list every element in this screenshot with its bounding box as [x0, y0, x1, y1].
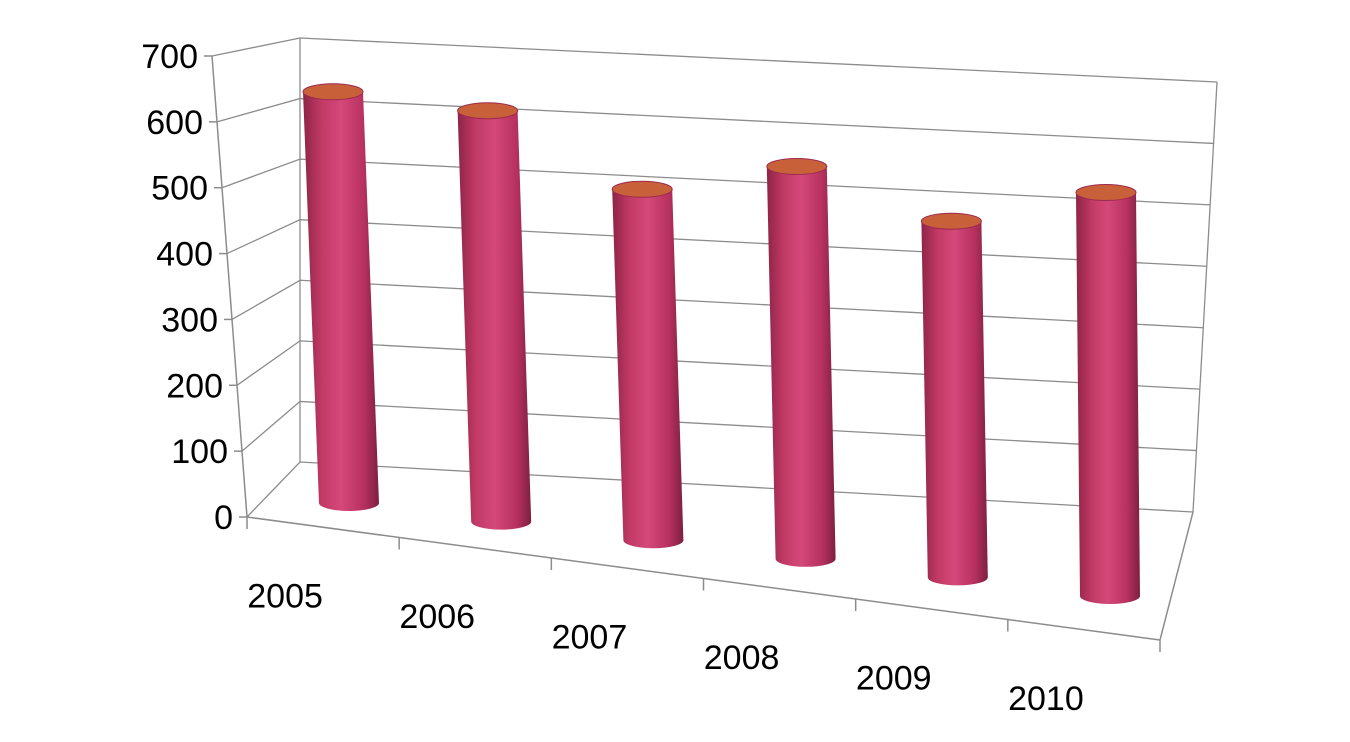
bar-body — [303, 91, 379, 512]
gridline — [211, 37, 1218, 83]
bar-top — [302, 83, 364, 101]
bar-body — [1076, 192, 1140, 604]
x-tick-label: 2007 — [552, 618, 628, 656]
y-tick-label: 100 — [171, 433, 228, 471]
y-tick-label: 500 — [151, 170, 208, 208]
y-axis-line — [211, 55, 248, 518]
y-tick-label: 400 — [156, 236, 213, 274]
gridline — [231, 279, 1204, 329]
axis-layer — [204, 55, 1194, 652]
y-tick-label: 700 — [141, 38, 198, 76]
bar-top — [920, 212, 982, 230]
bar-body — [921, 221, 988, 586]
bar-body — [612, 189, 684, 549]
gridline — [236, 340, 1200, 390]
bar-top — [1075, 184, 1137, 202]
x-tick-label: 2009 — [856, 659, 932, 697]
gridline — [221, 158, 1211, 206]
bar-top — [611, 180, 673, 198]
bar-2008 — [766, 158, 836, 567]
y-tick-label: 300 — [161, 301, 218, 339]
bar-2007 — [611, 180, 684, 549]
bar-body — [766, 166, 836, 567]
bar-layer — [302, 83, 1140, 604]
x-tick-label: 2008 — [704, 639, 780, 677]
bar-top — [457, 102, 519, 120]
floor-right-edge — [1159, 511, 1194, 641]
x-tick-label: 2006 — [399, 598, 475, 636]
label-layer: 0 100 200 300 400 500 600 700 2005 2006 2007 2008 20… — [141, 38, 1083, 718]
bar-top — [766, 158, 828, 176]
bar-2010 — [1075, 184, 1140, 604]
bar-2005 — [302, 83, 379, 512]
bar-body — [457, 110, 532, 530]
y-tick-label: 600 — [146, 104, 203, 142]
x-tick-label: 2010 — [1008, 680, 1084, 718]
bar-2006 — [457, 102, 532, 530]
bar-2009 — [920, 212, 988, 586]
y-tick-label: 0 — [214, 499, 233, 537]
back-wall-right-edge — [1192, 81, 1218, 513]
y-tick-label: 200 — [166, 367, 223, 405]
gridline — [216, 97, 1214, 145]
gridline — [246, 461, 1194, 518]
x-tick-label: 2005 — [247, 577, 323, 615]
grid-layer — [211, 37, 1218, 518]
gridline — [241, 400, 1197, 452]
gridline — [226, 219, 1207, 267]
